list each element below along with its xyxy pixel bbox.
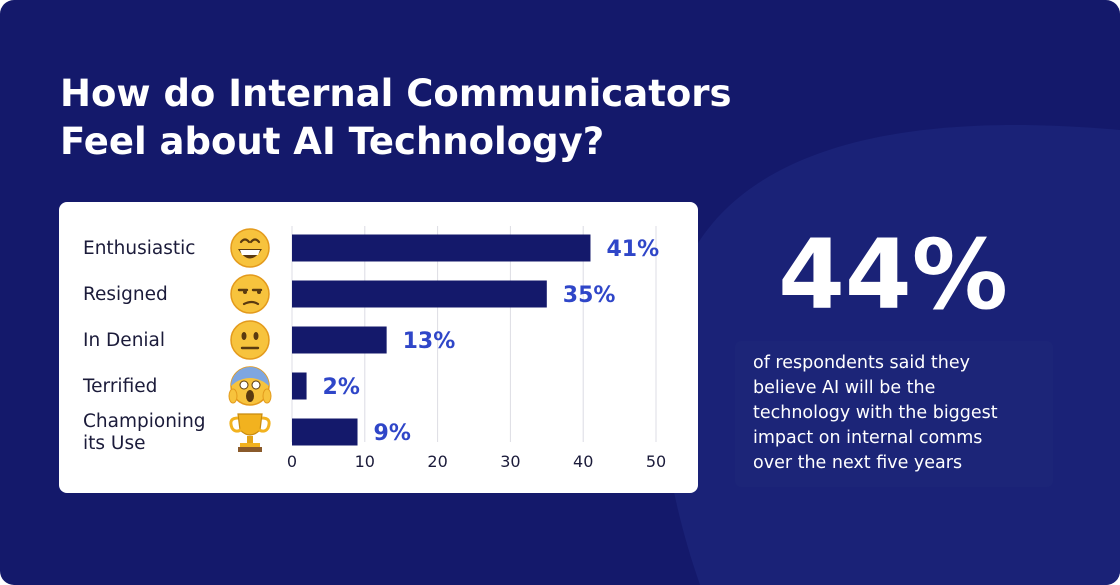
category-label: Resigned: [83, 284, 168, 305]
x-axis-ticks: 0 10 20 30 40 50: [287, 452, 666, 471]
category-labels: 41% Enthusiastic 35% Resigned 13% In Denial 2%…: [82, 237, 659, 454]
bar: [292, 418, 358, 446]
category-label: Enthusiastic: [83, 238, 195, 259]
value-label: 9%: [374, 421, 411, 446]
bar-chart: 41% Enthusiastic 35% Resigned 13% In Denial 2%…: [82, 226, 666, 471]
description-line-5: over the next five years: [753, 453, 963, 473]
description-line-3: technology with the biggest: [753, 403, 998, 423]
description-line-2: believe AI will be the: [753, 378, 936, 398]
trophy-emoji: [229, 413, 271, 452]
x-tick-label: 0: [287, 452, 297, 471]
value-label: 35%: [563, 283, 616, 308]
bars: [292, 234, 591, 446]
x-tick-label: 20: [427, 452, 447, 471]
highlight-value: 44%: [778, 219, 1008, 331]
x-tick-label: 10: [355, 452, 375, 471]
neutral-face-emoji: [230, 320, 270, 360]
description-line-1: of respondents said they: [753, 353, 970, 373]
unamused-face-emoji: [230, 274, 270, 314]
value-label: 13%: [403, 329, 456, 354]
highlight-description-box: of respondents said they believe AI will…: [735, 341, 1053, 487]
category-label: In Denial: [83, 330, 165, 351]
grinning-face-emoji: [230, 228, 270, 268]
bar: [292, 234, 591, 262]
bar: [292, 326, 387, 354]
description-line-4: impact on internal comms: [753, 428, 983, 448]
value-label: 2%: [323, 375, 360, 400]
title-line-2: Feel about AI Technology?: [60, 120, 605, 163]
bar: [292, 280, 547, 308]
x-tick-label: 40: [573, 452, 593, 471]
x-tick-label: 50: [646, 452, 666, 471]
x-tick-label: 30: [500, 452, 520, 471]
chart-panel: 41% Enthusiastic 35% Resigned 13% In Denial 2%…: [59, 202, 698, 493]
category-icons: [228, 228, 272, 452]
highlight-description: of respondents said they believe AI will…: [753, 351, 1037, 476]
page-title: How do Internal Communicators Feel about…: [60, 70, 820, 166]
bar: [292, 372, 307, 400]
screaming-face-emoji: [228, 366, 272, 406]
category-label: Terrified: [82, 376, 157, 397]
category-label: Championing: [83, 411, 206, 432]
category-label: its Use: [83, 433, 145, 454]
title-line-1: How do Internal Communicators: [60, 72, 732, 115]
value-label: 41%: [606, 237, 659, 262]
